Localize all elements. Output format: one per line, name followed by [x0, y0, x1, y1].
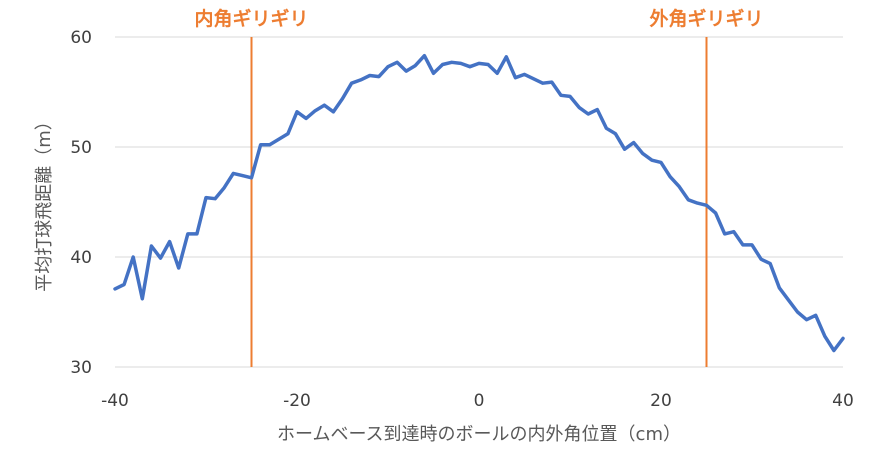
x-tick-label: 0 — [474, 391, 485, 411]
x-tick-label: 40 — [832, 391, 854, 411]
y-tick-label: 40 — [70, 248, 92, 268]
y-tick-label: 50 — [70, 138, 92, 158]
x-tick-labels: -40 -20 0 20 40 — [101, 391, 854, 411]
annotation-label: 内角ギリギリ — [194, 7, 308, 30]
y-tick-label: 60 — [70, 28, 92, 48]
y-tick-label: 30 — [70, 358, 92, 378]
y-tick-labels: 30 40 50 60 — [70, 28, 92, 378]
x-tick-label: -40 — [101, 391, 129, 411]
series-line — [113, 53, 845, 353]
x-tick-label: -20 — [283, 391, 311, 411]
y-axis-label: 平均打球飛距離（m） — [34, 112, 55, 292]
x-axis-label: ホームベース到達時のボールの内外角位置（cm） — [277, 424, 681, 445]
annotation-label: 外角ギリギリ — [649, 7, 763, 30]
gridlines — [115, 36, 843, 368]
annotations: 内角ギリギリ 外角ギリギリ — [194, 7, 764, 367]
x-tick-label: 20 — [650, 391, 672, 411]
series-group — [113, 53, 845, 353]
